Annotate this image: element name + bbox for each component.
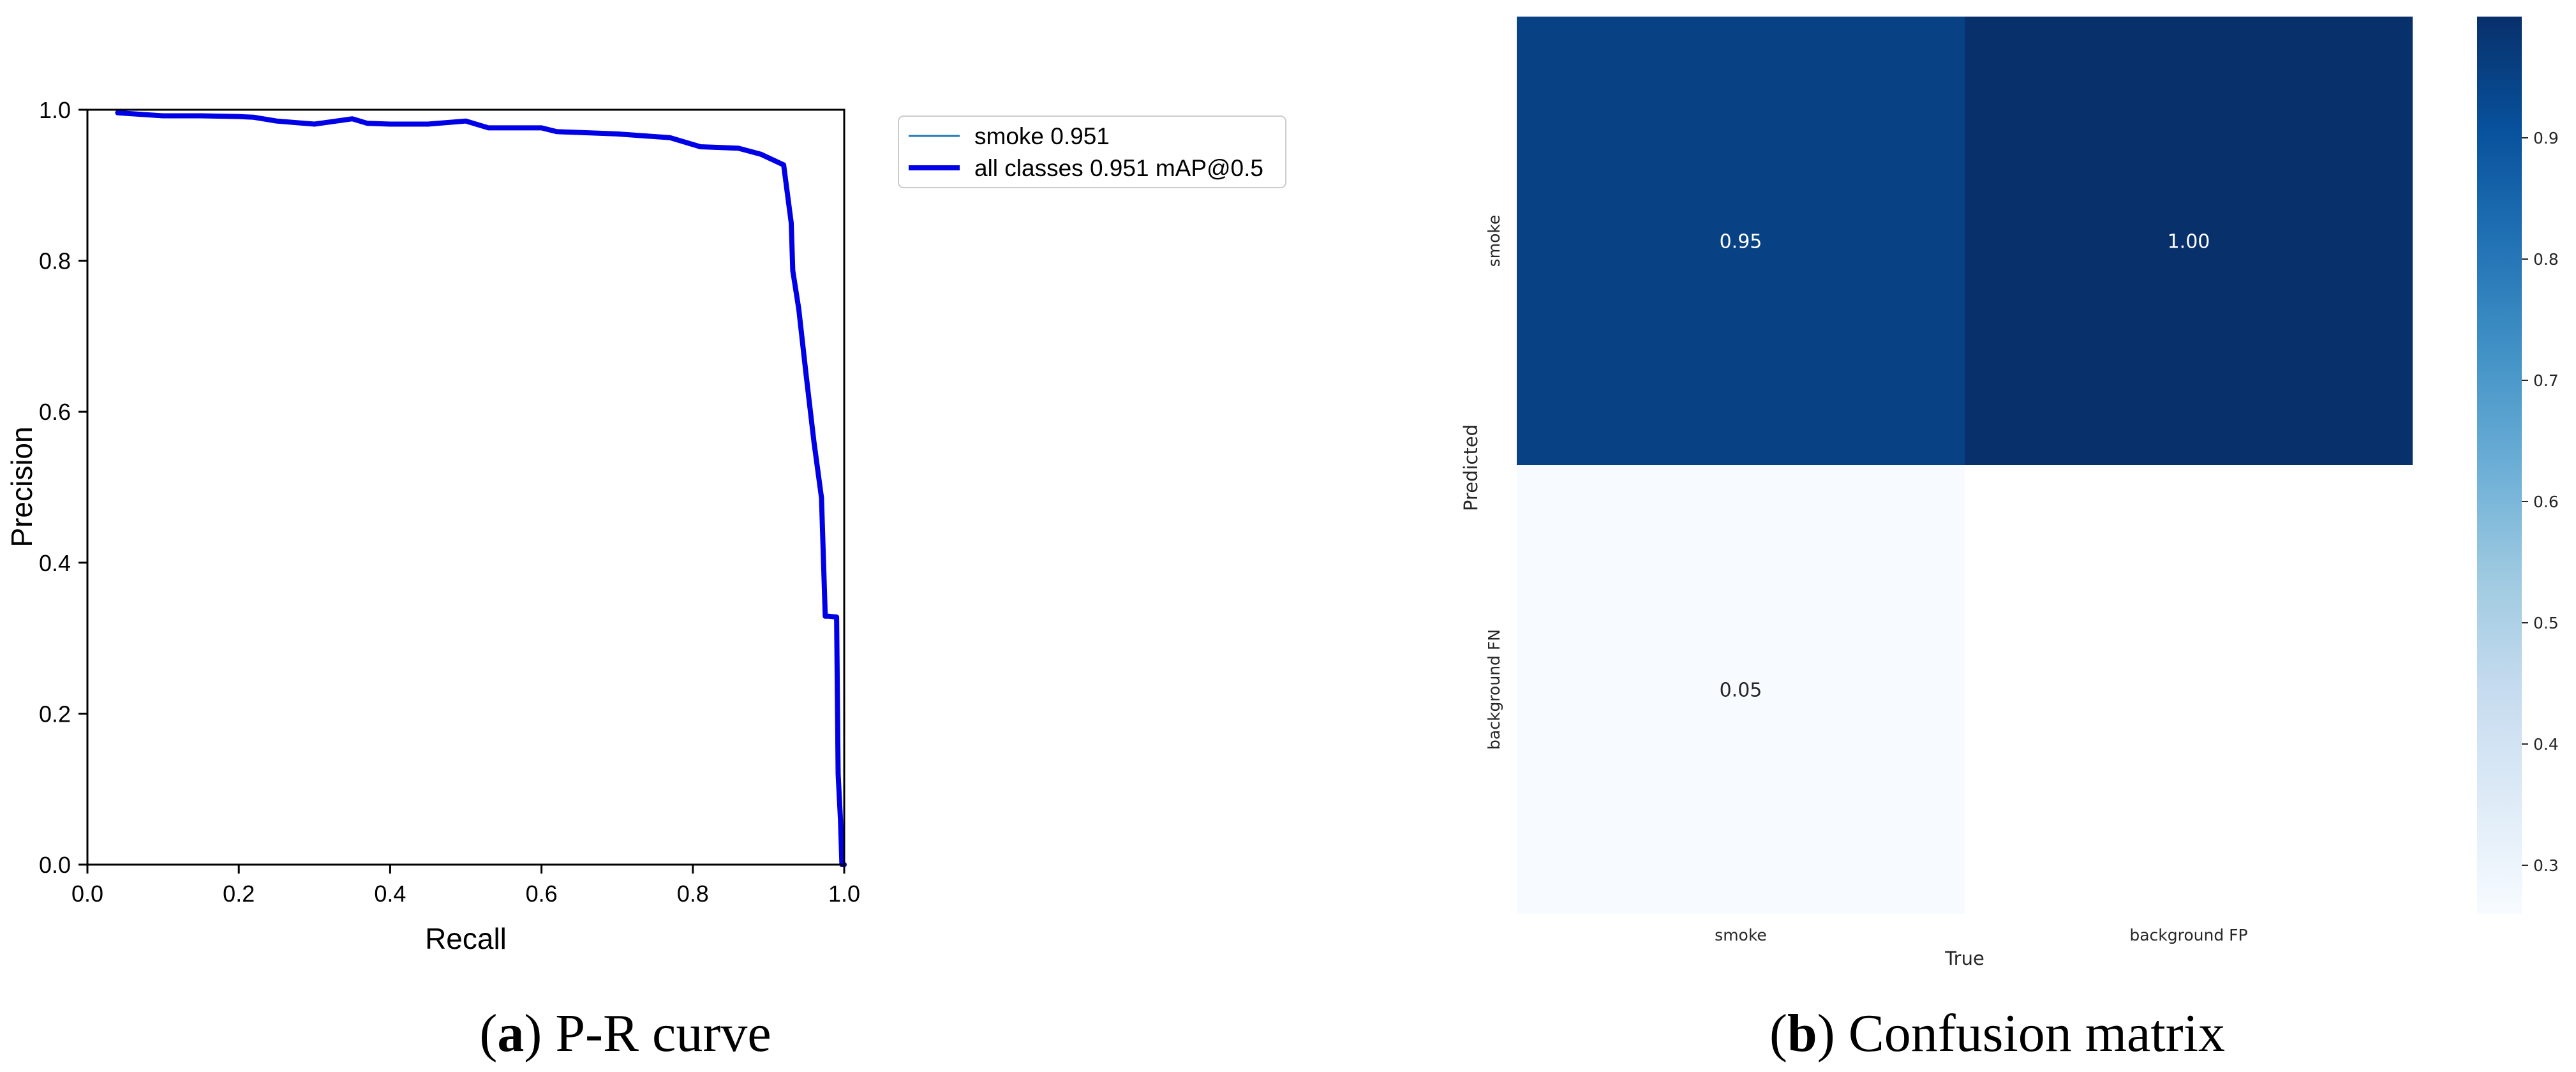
caption-b-text: Confusion matrix (1848, 1004, 2225, 1063)
caption-a: (a) P-R curve (479, 1004, 771, 1063)
confusion-matrix-panel: 0.95 1.00 0.05 smoke background FP smoke bac… (1460, 17, 2559, 969)
pr-y-tick-label: 0.0 (39, 852, 71, 878)
pr-y-tick-label: 0.2 (39, 701, 71, 727)
pr-y-axis-label: Precision (5, 426, 38, 547)
cm-y-axis-label: Predicted (1460, 424, 1482, 511)
pr-x-ticks: 0.0 0.2 0.4 0.6 0.8 1.0 (71, 865, 860, 907)
cm-colorbar-tick-label: 0.3 (2533, 856, 2559, 875)
pr-y-tick-label: 0.4 (39, 550, 71, 576)
caption-b: (b) Confusion matrix (1769, 1004, 2225, 1063)
cm-colorbar-tick-label: 0.9 (2533, 129, 2559, 147)
cm-x-tick-label: smoke (1715, 926, 1767, 944)
cm-cell (1517, 17, 1965, 465)
cm-cells: 0.95 1.00 0.05 (1517, 17, 2413, 914)
cm-colorbar-tick-label: 0.7 (2533, 371, 2559, 390)
pr-y-tick-label: 0.8 (39, 248, 71, 274)
cm-colorbar-ticks: 0.3 0.4 0.5 0.6 0.7 0.8 0.9 (2522, 129, 2559, 875)
cm-colorbar-tick-label: 0.5 (2533, 614, 2559, 632)
pr-x-tick-label: 0.8 (677, 881, 709, 907)
pr-y-tick-label: 0.6 (39, 399, 71, 425)
pr-x-tick-label: 0.4 (374, 881, 406, 907)
pr-x-tick-label: 0.6 (526, 881, 558, 907)
pr-legend: smoke 0.951 all classes 0.951 mAP@0.5 (898, 115, 1286, 188)
cm-y-tick-label: background FN (1485, 629, 1503, 750)
cm-cell-value: 0.05 (1720, 680, 1762, 702)
pr-x-axis-label: Recall (425, 922, 507, 955)
pr-y-tick-label: 1.0 (39, 97, 71, 123)
pr-series-line-1 (115, 110, 847, 867)
caption-a-text: P-R curve (555, 1004, 771, 1063)
pr-legend-label-1: all classes 0.951 mAP@0.5 (974, 155, 1263, 181)
pr-legend-label-0: smoke 0.951 (974, 123, 1110, 149)
cm-cell-value: 1.00 (2168, 231, 2210, 253)
caption-b-letter: b (1787, 1004, 1817, 1063)
cm-y-tick-label: smoke (1485, 215, 1503, 267)
pr-legend-box (898, 115, 1286, 188)
cm-cell (1965, 465, 2413, 914)
pr-y-ticks: 0.0 0.2 0.4 0.6 0.8 1.0 (39, 97, 87, 878)
cm-colorbar (2477, 17, 2522, 914)
cm-y-ticks: smoke background FN (1485, 215, 1503, 750)
pr-x-tick-label: 0.0 (71, 881, 103, 907)
pr-plot-frame (86, 108, 845, 866)
pr-series-line-0 (116, 112, 845, 866)
pr-x-tick-label: 0.2 (223, 881, 255, 907)
cm-x-axis-label: True (1944, 948, 1984, 969)
pr-x-tick-label: 1.0 (828, 881, 860, 907)
cm-colorbar-tick-label: 0.6 (2533, 493, 2559, 511)
cm-cell (1965, 17, 2413, 465)
caption-a-letter: a (497, 1004, 525, 1063)
cm-colorbar-tick-label: 0.4 (2533, 735, 2559, 754)
pr-curve-panel: 0.0 0.2 0.4 0.6 0.8 1.0 0.0 0.2 0.4 0.6 0.8 1.0 Re… (5, 97, 1286, 955)
cm-x-tick-label: background FP (2129, 926, 2247, 944)
cm-cell-value: 0.95 (1720, 231, 1762, 253)
pr-curve-lines (115, 110, 847, 867)
cm-cell (1517, 465, 1965, 914)
cm-x-ticks: smoke background FP (1715, 926, 2247, 944)
cm-colorbar-tick-label: 0.8 (2533, 250, 2559, 269)
